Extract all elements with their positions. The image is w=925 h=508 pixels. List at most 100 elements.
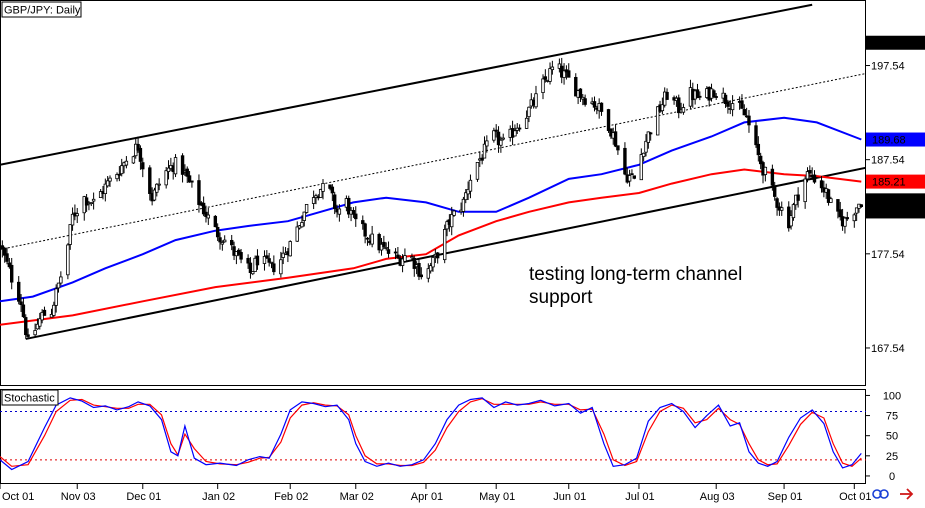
- candle-body: [267, 258, 271, 263]
- price-label-box: [866, 35, 925, 50]
- link-icon[interactable]: [872, 489, 889, 499]
- price-label-text: 199.96: [872, 38, 906, 50]
- main-y-axis: 167.54 177.54 187.54 197.54: [866, 61, 905, 355]
- candle-body: [281, 252, 285, 258]
- x-tick-label: Mar 02: [340, 491, 374, 503]
- candle-body: [347, 197, 351, 215]
- candle-body: [59, 276, 63, 284]
- x-tick-label: Jun 01: [553, 491, 586, 503]
- candle-body: [89, 202, 93, 205]
- candle-body: [548, 68, 552, 82]
- y-tick-label: 167.54: [871, 343, 905, 355]
- candle-body: [574, 76, 578, 97]
- candle-body: [66, 244, 70, 276]
- candle-body: [354, 213, 358, 220]
- candle-body: [68, 224, 72, 245]
- candle-body: [660, 104, 665, 112]
- stochastic-line-1: [0, 397, 862, 471]
- candle-body: [5, 253, 9, 262]
- x-tick-label: Oct 01: [2, 491, 34, 503]
- candle-body: [180, 155, 185, 175]
- candle-body: [138, 147, 143, 162]
- candle-body: [665, 91, 669, 100]
- candle-body: [124, 160, 129, 166]
- price-label-text: 182.04: [872, 206, 906, 218]
- candle-body: [854, 207, 859, 214]
- candle-body: [616, 145, 620, 151]
- candle-body: [251, 271, 255, 275]
- candle-body: [466, 188, 470, 195]
- candle-body: [845, 217, 849, 220]
- candle-body: [527, 106, 531, 118]
- candle-body: [770, 168, 775, 186]
- candle-body: [288, 241, 292, 257]
- candle-body: [120, 165, 124, 175]
- candle-body: [517, 127, 522, 130]
- candle-body: [791, 204, 796, 219]
- candle-body: [644, 140, 648, 153]
- candle-body: [431, 257, 435, 268]
- x-tick-label: Aug 03: [700, 491, 735, 503]
- candle-body: [279, 259, 283, 275]
- x-tick-label: Oct 01: [839, 491, 871, 503]
- candle-body: [412, 257, 416, 269]
- stochastic-lines: [0, 397, 862, 471]
- candle-body: [164, 170, 168, 186]
- candle-body: [567, 70, 571, 78]
- candle-body: [452, 210, 456, 216]
- candle-body: [70, 213, 75, 226]
- candle-body: [758, 155, 763, 165]
- candlesticks: [0, 57, 864, 339]
- candle-body: [843, 217, 847, 227]
- candle-body: [599, 102, 604, 112]
- candle-body: [742, 109, 746, 116]
- candle-body: [646, 131, 651, 143]
- candle-body: [461, 198, 466, 212]
- candle-body: [54, 288, 58, 306]
- candle-body: [836, 199, 840, 212]
- candle-body: [443, 229, 447, 261]
- candle-body: [91, 198, 96, 202]
- candle-body: [623, 147, 627, 175]
- candle-body: [403, 255, 407, 262]
- candle-body: [808, 170, 812, 174]
- candle-body: [393, 251, 398, 254]
- candle-body: [852, 214, 856, 222]
- candle-body: [763, 166, 768, 175]
- candle-body: [613, 131, 618, 147]
- candle-body: [131, 156, 136, 164]
- channel-lines: [0, 3, 866, 340]
- candle-body: [494, 129, 498, 132]
- candle-body: [796, 194, 800, 201]
- candle-body: [632, 175, 636, 179]
- price-label-text: 183.22: [872, 195, 906, 207]
- candle-body: [377, 234, 381, 251]
- candle-body: [428, 265, 433, 272]
- candle-body: [218, 237, 222, 243]
- stochastic-panel-frame: [0, 389, 866, 484]
- candle-body: [351, 210, 356, 215]
- candle-body: [42, 309, 47, 316]
- candle-body: [0, 245, 5, 250]
- arrow-right-icon[interactable]: [900, 488, 914, 500]
- candle-body: [740, 100, 744, 109]
- x-tick-label: Sep 01: [768, 491, 803, 503]
- title-box: [1, 1, 82, 18]
- candle-body: [2, 247, 7, 256]
- annotation-line-1: testing long-term channel: [529, 264, 742, 285]
- candle-body: [330, 186, 335, 194]
- candle-body: [695, 89, 700, 99]
- candle-body: [56, 282, 61, 289]
- price-label-box: [866, 174, 925, 189]
- candle-body: [829, 198, 833, 203]
- candle-body: [726, 101, 730, 107]
- x-tick-label: Dec 01: [126, 491, 161, 503]
- candle-body: [337, 208, 342, 215]
- candle-body: [222, 239, 227, 243]
- chart-title: GBP/JPY: Daily: [4, 5, 81, 17]
- candle-body: [541, 78, 545, 93]
- candle-body: [141, 162, 145, 170]
